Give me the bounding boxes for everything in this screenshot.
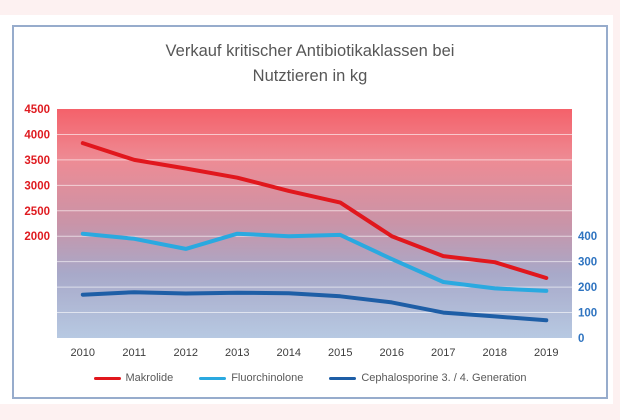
x-axis-year-label: 2011 xyxy=(122,347,146,359)
left-axis-tick-label: 2000 xyxy=(24,231,50,243)
chart-title: Verkauf kritischer Antibiotikaklassen be… xyxy=(14,39,606,89)
legend-label-makrolide: Makrolide xyxy=(125,372,174,384)
legend-item-makrolide: Makrolide xyxy=(93,372,174,384)
left-axis-tick-label: 4000 xyxy=(24,129,50,141)
legend-item-cephalosporine: Cephalosporine 3. / 4. Generation xyxy=(329,372,526,384)
x-axis-year-label: 2012 xyxy=(174,347,198,359)
line-chart: 4500 4000 3500 3000 2500 2000 400 300 200 100 0 201… xyxy=(24,104,597,359)
series-line-cephalosporine xyxy=(80,290,549,323)
right-axis-tick-label: 200 xyxy=(578,282,597,294)
left-axis-tick-label: 4500 xyxy=(24,104,50,116)
right-axis-tick-label: 100 xyxy=(578,308,597,320)
right-axis-tick-label: 400 xyxy=(578,231,597,243)
legend-item-fluorchinolone: Fluorchinolone xyxy=(199,372,303,384)
x-axis-year-label: 2017 xyxy=(431,347,455,359)
chart-card: 4500 4000 3500 3000 2500 2000 400 300 200 100 0 201… xyxy=(12,25,608,399)
x-axis-year-label: 2014 xyxy=(277,347,301,359)
x-axis-year-label: 2018 xyxy=(483,347,507,359)
right-axis-tick-label: 300 xyxy=(578,257,597,269)
x-axis-year-label: 2016 xyxy=(380,347,404,359)
legend-label-cephalosporine: Cephalosporine 3. / 4. Generation xyxy=(361,372,527,384)
x-axis-year-label: 2015 xyxy=(328,347,352,359)
chart-legend: Makrolide Fluorchinolone Cephalosporine … xyxy=(14,372,606,384)
chart-title-line1: Verkauf kritischer Antibiotikaklassen be… xyxy=(165,42,455,60)
left-axis-tick-label: 3000 xyxy=(24,180,50,192)
right-axis-tick-label: 0 xyxy=(578,333,584,345)
legend-label-fluorchinolone: Fluorchinolone xyxy=(231,372,304,384)
x-axis-year-label: 2019 xyxy=(534,347,558,359)
fluorchinolone-line-swatch xyxy=(199,376,227,380)
cephalosporine-line-swatch xyxy=(329,376,357,380)
makrolide-line-swatch xyxy=(93,376,121,380)
plot-area xyxy=(57,109,572,338)
x-axis-year-label: 2013 xyxy=(225,347,249,359)
left-axis-tick-label: 3500 xyxy=(24,155,50,167)
left-axis-tick-label: 2500 xyxy=(24,206,50,218)
series-line-fluorchinolone xyxy=(80,231,549,293)
x-axis-year-label: 2010 xyxy=(71,347,95,359)
series-line-makrolide xyxy=(80,141,549,280)
chart-title-line2: Nutztieren in kg xyxy=(252,67,368,85)
